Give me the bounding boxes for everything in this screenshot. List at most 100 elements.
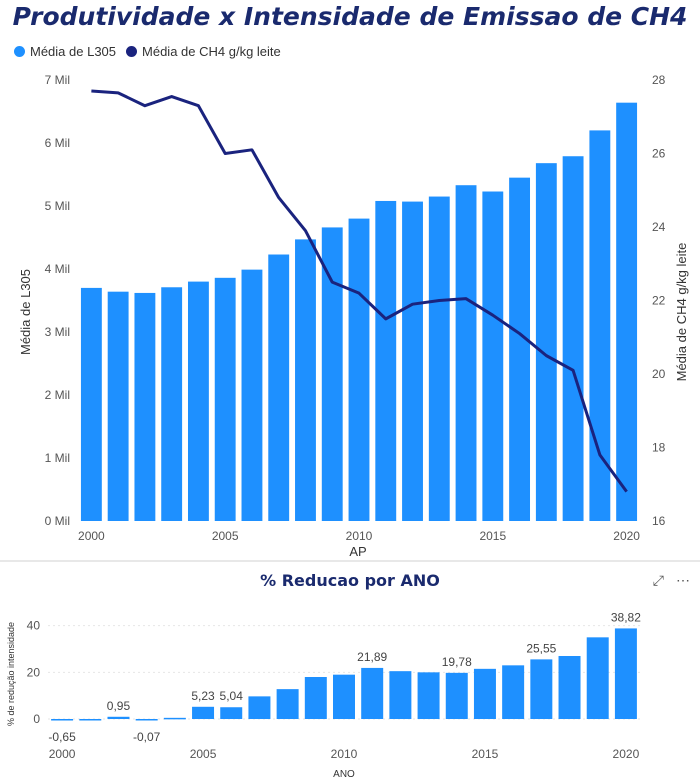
data-label: 5,23 — [191, 689, 215, 703]
bar-l305-2001 — [107, 291, 129, 521]
bar-l305-2018 — [562, 156, 584, 522]
x-tick-label: 2015 — [479, 529, 506, 543]
bar-reduction-2019 — [586, 637, 609, 719]
panel-divider — [0, 560, 700, 562]
y-right-tick-label: 28 — [652, 73, 666, 87]
y-left-tick-label: 3 Mil — [45, 325, 70, 339]
bar-l305-2015 — [482, 191, 504, 521]
bar-l305-2000 — [80, 287, 102, 521]
bar-l305-2011 — [375, 200, 397, 521]
x-axis-title: ANO — [333, 769, 355, 780]
y-left-tick-label: 2 Mil — [45, 388, 70, 402]
x-tick-label: 2010 — [346, 529, 373, 543]
y-left-axis-title: Média de L305 — [18, 269, 33, 355]
y-left-tick-label: 6 Mil — [45, 136, 70, 150]
bar-l305-2002 — [134, 292, 156, 521]
data-label: 38,82 — [611, 610, 641, 624]
bar-l305-2005 — [214, 277, 236, 521]
bar-l305-2014 — [455, 185, 477, 521]
y-right-axis-title: Média de CH4 g/kg leite — [674, 243, 689, 382]
bar-reduction-2016 — [502, 665, 525, 719]
bar-reduction-2017 — [530, 659, 553, 719]
bar-reduction-2020 — [614, 628, 637, 719]
bar-l305-2020 — [616, 102, 638, 522]
visual-header-icons: ⤢ ⋯ — [653, 572, 690, 589]
x-axis-title: AP — [349, 544, 366, 559]
x-tick-label: 2010 — [331, 747, 358, 761]
y-right-tick-label: 16 — [652, 514, 666, 528]
bar-l305-2017 — [535, 163, 557, 521]
y-tick-label: 0 — [33, 712, 40, 726]
bar-l305-2009 — [321, 227, 343, 522]
legend-dot-ch4 — [126, 46, 138, 57]
chart-title: Produtividade x Intensidade de Emissao d… — [12, 2, 688, 31]
reduction-chart: 0 20 40 -0,65 0,95 -0,07 5,23 5,04 21,89 19,78 25,… — [6, 610, 641, 780]
y-right-tick-label: 24 — [652, 220, 666, 234]
combo-chart-panel: Produtividade x Intensidade de Emissao d… — [12, 2, 689, 559]
bar-reduction-2018 — [558, 656, 581, 719]
legend: Média de L305 Média de CH4 g/kg leite — [14, 44, 281, 59]
bar-reduction-2007 — [248, 696, 271, 719]
legend-item-l305[interactable]: Média de L305 — [14, 44, 116, 59]
reduction-chart-title: % Reducao por ANO — [260, 571, 440, 590]
line-ch4 — [91, 89, 628, 493]
bar-reduction-2004 — [163, 717, 186, 720]
reduction-chart-panel — [0, 562, 700, 781]
y-right-tick-label: 26 — [652, 147, 666, 161]
data-label: -0,07 — [133, 730, 161, 744]
y-axis-title: % de redução intensidade — [6, 622, 16, 726]
bar-reduction-2010 — [333, 674, 355, 719]
combo-chart: 0 Mil 1 Mil 2 Mil 3 Mil 4 Mil 5 Mil 6 Mil 7 Mil… — [18, 73, 689, 559]
y-tick-label: 40 — [27, 619, 41, 633]
bar-l305-2010 — [348, 218, 370, 521]
bar-l305-2016 — [509, 177, 531, 521]
y-left-tick-label: 7 Mil — [45, 73, 70, 87]
x-tick-label: 2000 — [49, 747, 76, 761]
y-left-tick-label: 0 Mil — [45, 514, 70, 528]
bar-l305-2006 — [241, 269, 263, 521]
bar-l305-2003 — [161, 287, 183, 521]
bar-reduction-2003 — [135, 719, 158, 721]
bar-l305-2013 — [428, 196, 450, 522]
data-label: 25,55 — [526, 641, 556, 655]
y-left-tick-label: 4 Mil — [45, 262, 70, 276]
y-right-tick-label: 20 — [652, 367, 666, 381]
bar-reduction-2002 — [107, 716, 130, 719]
bar-reduction-2008 — [276, 689, 299, 719]
legend-dot-l305 — [14, 46, 25, 57]
data-label: -0,65 — [48, 730, 76, 744]
legend-label-l305: Média de L305 — [30, 44, 117, 59]
bar-l305-2019 — [589, 130, 611, 521]
data-label: 0,95 — [107, 699, 131, 713]
x-tick-label: 2005 — [190, 747, 217, 761]
bar-reduction-2012 — [389, 671, 412, 719]
bar-reduction-2013 — [417, 672, 440, 719]
bar-reduction-2015 — [473, 668, 496, 719]
data-label: 5,04 — [220, 689, 244, 703]
x-tick-label: 2020 — [613, 747, 640, 761]
y-right-tick-label: 22 — [652, 294, 666, 308]
bar-reduction-2009 — [304, 677, 327, 719]
legend-item-ch4[interactable]: Média de CH4 g/kg leite — [126, 44, 281, 59]
bar-l305-2012 — [402, 201, 423, 521]
data-label: 21,89 — [357, 650, 387, 664]
y-tick-label: 20 — [27, 665, 41, 679]
bar-reduction-2005 — [192, 706, 215, 719]
bar-reduction-2001 — [79, 719, 102, 721]
bar-l305-2008 — [295, 239, 316, 521]
bar-reduction-2000 — [51, 719, 74, 721]
bar-reduction-2011 — [361, 667, 384, 719]
data-label: 19,78 — [442, 655, 472, 669]
x-tick-label: 2015 — [472, 747, 499, 761]
y-left-tick-label: 5 Mil — [45, 199, 70, 213]
more-options-icon[interactable]: ⋯ — [676, 572, 690, 588]
y-right-tick-label: 18 — [652, 441, 666, 455]
bar-reduction-2014 — [445, 672, 468, 719]
x-tick-label: 2020 — [613, 529, 640, 543]
legend-label-ch4: Média de CH4 g/kg leite — [142, 44, 281, 59]
bar-l305-2004 — [187, 281, 209, 521]
expand-icon[interactable]: ⤢ — [652, 572, 664, 588]
bar-l305-2007 — [268, 254, 290, 521]
x-tick-label: 2005 — [212, 529, 239, 543]
x-tick-label: 2000 — [78, 529, 105, 543]
